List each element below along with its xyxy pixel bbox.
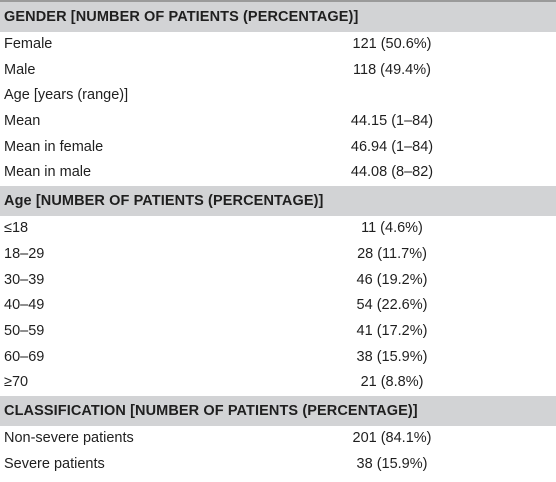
row-value: 41 (17.2%) xyxy=(356,322,428,339)
table-row: ≥70 21 (8.8%) xyxy=(0,370,556,396)
row-value: 38 (15.9%) xyxy=(356,455,428,472)
row-value: 54 (22.6%) xyxy=(356,297,428,314)
row-label: ≥70 xyxy=(4,374,29,391)
row-value: 28 (11.7%) xyxy=(357,245,427,262)
row-value: 11 (4.6%) xyxy=(361,220,423,237)
row-label: Mean xyxy=(4,113,41,130)
table-row: Female 121 (50.6%) xyxy=(0,32,556,58)
table-row: 30–39 46 (19.2%) xyxy=(0,268,556,294)
row-value: 38 (15.9%) xyxy=(356,348,428,365)
row-value: 44.08 (8–82) xyxy=(350,164,434,181)
row-label: 30–39 xyxy=(4,271,45,288)
row-label: Mean in male xyxy=(4,164,92,181)
section-header-classification: CLASSIFICATION [NUMBER OF PATIENTS (PERC… xyxy=(0,395,556,426)
row-value: 46.94 (1–84) xyxy=(350,138,434,155)
row-label: Mean in female xyxy=(4,138,104,155)
row-value: 44.15 (1–84) xyxy=(350,113,434,130)
row-label: 50–59 xyxy=(4,322,45,339)
row-value: 201 (84.1%) xyxy=(352,429,432,446)
table-row: 60–69 38 (15.9%) xyxy=(0,345,556,371)
row-value: 21 (8.8%) xyxy=(360,374,424,391)
row-label: Female xyxy=(4,36,53,52)
row-label: ≤18 xyxy=(4,220,29,237)
row-label: Age [years (range)] xyxy=(4,87,129,104)
table-row: Male 118 (49.4%) xyxy=(0,58,556,84)
row-label: 40–49 xyxy=(4,297,45,314)
table-row: Severe patients 38 (15.9%) xyxy=(0,452,556,478)
row-value: 118 (49.4%) xyxy=(353,61,431,78)
table-row: Mean 44.15 (1–84) xyxy=(0,109,556,135)
table-row: 40–49 54 (22.6%) xyxy=(0,293,556,319)
table-row: Mean in female 46.94 (1–84) xyxy=(0,135,556,161)
table-row: ≤18 11 (4.6%) xyxy=(0,216,556,242)
row-label: Severe patients xyxy=(4,455,105,472)
row-value: 121 (50.6%) xyxy=(352,36,432,52)
section-header-gender: GENDER [NUMBER OF PATIENTS (PERCENTAGE)] xyxy=(0,2,556,32)
row-label: Non-severe patients xyxy=(4,429,134,446)
table-row: Non-severe patients 201 (84.1%) xyxy=(0,426,556,452)
table-row: 18–29 28 (11.7%) xyxy=(0,242,556,268)
row-value: 46 (19.2%) xyxy=(356,271,428,288)
table-row: 50–59 41 (17.2%) xyxy=(0,319,556,345)
row-label: 18–29 xyxy=(4,245,45,262)
row-label: 60–69 xyxy=(4,348,45,365)
table-row: Age [years (range)] xyxy=(0,83,556,109)
table-top-rule xyxy=(0,0,556,2)
section-header-age: Age [NUMBER OF PATIENTS (PERCENTAGE)] xyxy=(0,186,556,217)
row-label: Male xyxy=(4,61,36,78)
table-row: Mean in male 44.08 (8–82) xyxy=(0,160,556,186)
